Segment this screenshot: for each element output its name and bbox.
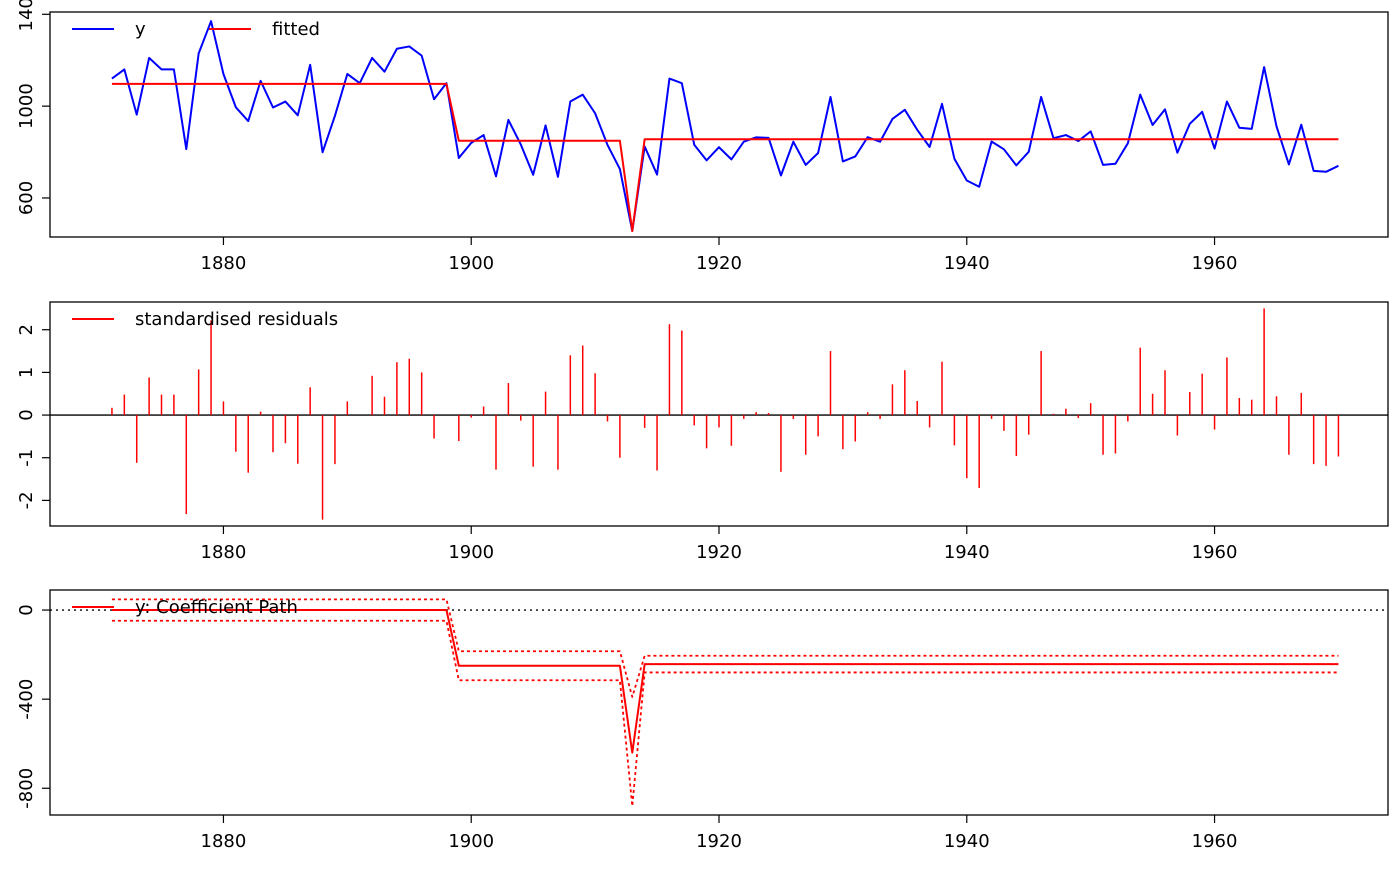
x-tick-label: 1940 (944, 253, 990, 274)
y-tick-label: -800 (16, 768, 37, 809)
x-tick-label: 1900 (448, 542, 494, 563)
series-line-band-2 (111, 619, 1339, 807)
x-tick-label: 1880 (201, 253, 247, 274)
legend: y: Coefficient Path (72, 597, 298, 618)
legend: y fitted (72, 19, 320, 40)
x-tick-label: 1900 (448, 253, 494, 274)
legend: standardised residuals (72, 309, 338, 330)
legend-label-standardised-residuals: standardised residuals (135, 309, 338, 330)
y-tick-label: 1000 (16, 83, 37, 129)
legend-label-y-coefficient-path: y: Coefficient Path (135, 597, 298, 618)
legend-label-y: y (135, 19, 146, 40)
x-tick-label: 1880 (201, 542, 247, 563)
x-tick-label: 1960 (1192, 542, 1238, 563)
x-tick-label: 1940 (944, 831, 990, 852)
y-tick-label: -400 (16, 679, 37, 720)
residuals-panel: 1880 1900 1920 1940 1960 -2 -1 0 1 2 standardised … (16, 301, 1389, 563)
x-tick-label: 1920 (696, 831, 742, 852)
x-tick-label: 1920 (696, 542, 742, 563)
x-tick-label: 1900 (448, 831, 494, 852)
y-tick-label: 1 (16, 367, 37, 378)
plot-frame (49, 589, 1389, 816)
y-tick-label: 2 (16, 324, 37, 335)
x-tick-label: 1960 (1192, 253, 1238, 274)
x-tick-label: 1940 (944, 542, 990, 563)
y-tick-label: 0 (16, 409, 37, 420)
plot-frame (49, 11, 1389, 238)
y-tick-label: -2 (16, 491, 37, 509)
plot-area (50, 308, 1388, 520)
y-tick-label: -1 (16, 449, 37, 467)
plot-area (50, 598, 1388, 807)
series-line-y (111, 20, 1339, 233)
fitted-panel: 1880 1900 1920 1940 1960 600 1000 140 y fitted (16, 0, 1389, 274)
y-tick-label: 140 (16, 0, 37, 31)
series-line-fitted (111, 82, 1339, 233)
plot-area (111, 20, 1339, 233)
series-line-y-coefficient-path (111, 609, 1339, 754)
y-tick-label: 600 (16, 181, 37, 215)
plot-frame (49, 301, 1389, 527)
series-line-band-1 (111, 598, 1339, 698)
x-tick-label: 1880 (201, 831, 247, 852)
legend-label-fitted: fitted (272, 19, 320, 40)
coefficient-panel: 1880 1900 1920 1940 1960 -800 -400 0 y: Coeffici… (16, 589, 1389, 852)
x-tick-label: 1920 (696, 253, 742, 274)
y-tick-label: 0 (16, 604, 37, 615)
x-tick-label: 1960 (1192, 831, 1238, 852)
